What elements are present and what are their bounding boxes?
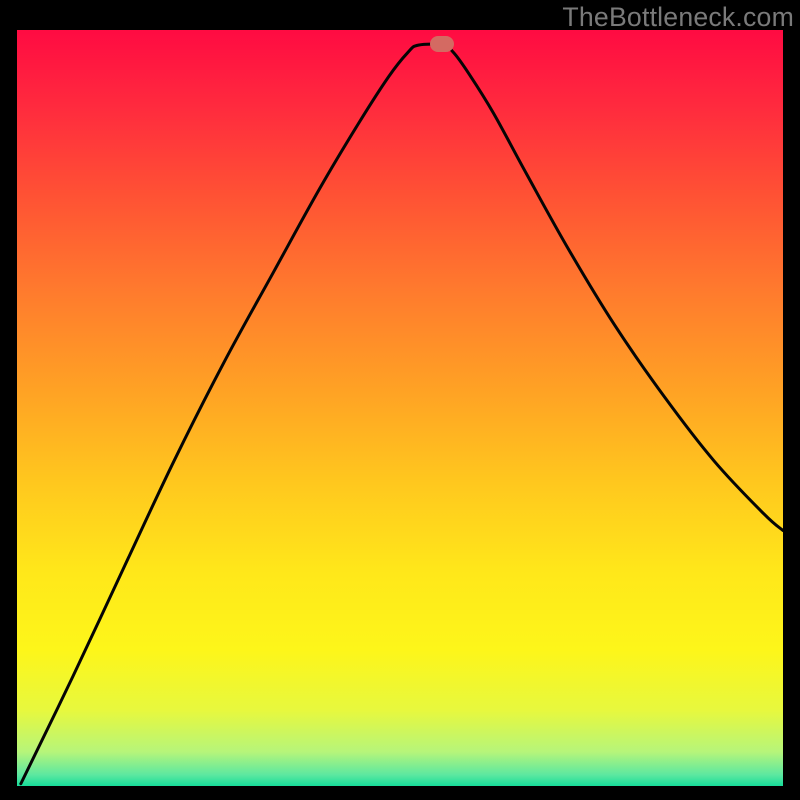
curve-path	[21, 44, 783, 784]
plot-area	[17, 30, 783, 786]
bottleneck-curve	[17, 30, 783, 786]
optimal-point-marker	[430, 36, 454, 52]
watermark-text: TheBottleneck.com	[562, 2, 794, 33]
figure-canvas: TheBottleneck.com	[0, 0, 800, 800]
